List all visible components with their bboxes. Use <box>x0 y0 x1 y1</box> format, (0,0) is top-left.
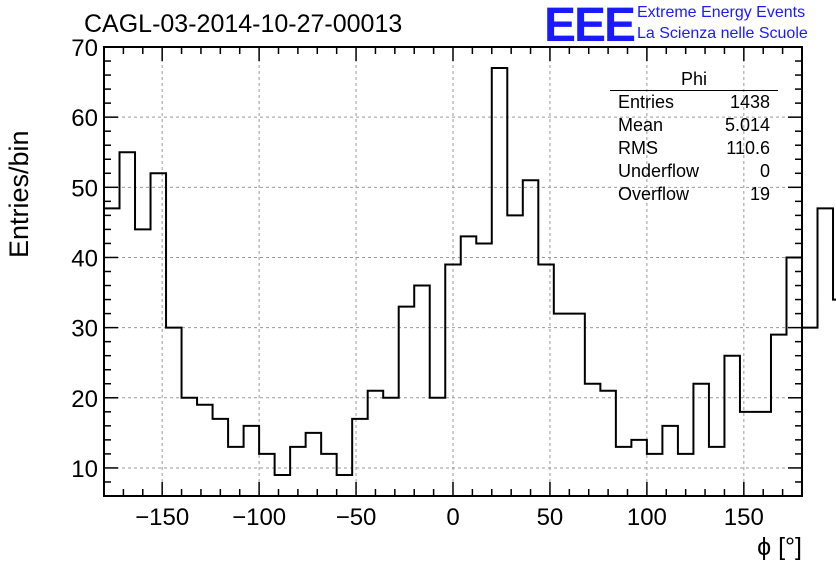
stats-label: Overflow <box>618 184 690 204</box>
histogram-series <box>104 67 836 476</box>
stats-label: RMS <box>618 138 658 158</box>
y-tick-label: 20 <box>71 386 98 413</box>
stats-title: Phi <box>610 68 778 91</box>
stats-value: 1438 <box>729 92 770 112</box>
stats-value: 5.014 <box>724 115 770 135</box>
stats-row-overflow: Overflow 19 <box>610 183 778 206</box>
stats-value: 0 <box>759 161 770 181</box>
stats-row-mean: Mean 5.014 <box>610 114 778 137</box>
x-tick-label: 100 <box>627 504 667 531</box>
stats-box: Phi Entries 1438 Mean 5.014 RMS 110.6 Un… <box>610 68 778 206</box>
logo-line-1: Extreme Energy Events <box>637 4 806 21</box>
x-tick-label: 50 <box>537 504 564 531</box>
stats-value: 110.6 <box>726 138 770 158</box>
x-tick-label: −50 <box>336 504 377 531</box>
y-tick-label: 50 <box>71 175 98 202</box>
y-tick-label: 70 <box>71 35 98 62</box>
stats-value: 19 <box>749 184 770 204</box>
logo-mark: EEE <box>544 0 636 52</box>
stats-label: Entries <box>618 92 675 112</box>
y-axis-label: Entries/bin <box>4 130 34 258</box>
x-axis: −150 −100 −50 0 50 100 150 <box>103 47 803 531</box>
logo-line-2: La Scienza nelle Scuole <box>637 25 808 42</box>
y-tick-label: 30 <box>71 316 98 343</box>
stats-row-entries: Entries 1438 <box>610 91 778 114</box>
stats-label: Mean <box>618 115 664 135</box>
y-tick-label: 40 <box>71 245 98 272</box>
y-axis: 10 20 30 40 50 60 70 <box>71 35 802 497</box>
x-axis-label: ϕ [°] <box>757 533 802 561</box>
stats-label: Underflow <box>618 161 700 181</box>
y-tick-label: 60 <box>71 105 98 132</box>
chart-title: CAGL-03-2014-10-27-00013 <box>84 10 403 38</box>
x-tick-label: 0 <box>446 504 459 531</box>
x-tick-label: −100 <box>232 504 286 531</box>
x-tick-label: −150 <box>135 504 189 531</box>
stats-row-rms: RMS 110.6 <box>610 137 778 160</box>
y-tick-label: 10 <box>71 456 98 483</box>
x-tick-label: 150 <box>724 504 764 531</box>
stats-row-underflow: Underflow 0 <box>610 160 778 183</box>
